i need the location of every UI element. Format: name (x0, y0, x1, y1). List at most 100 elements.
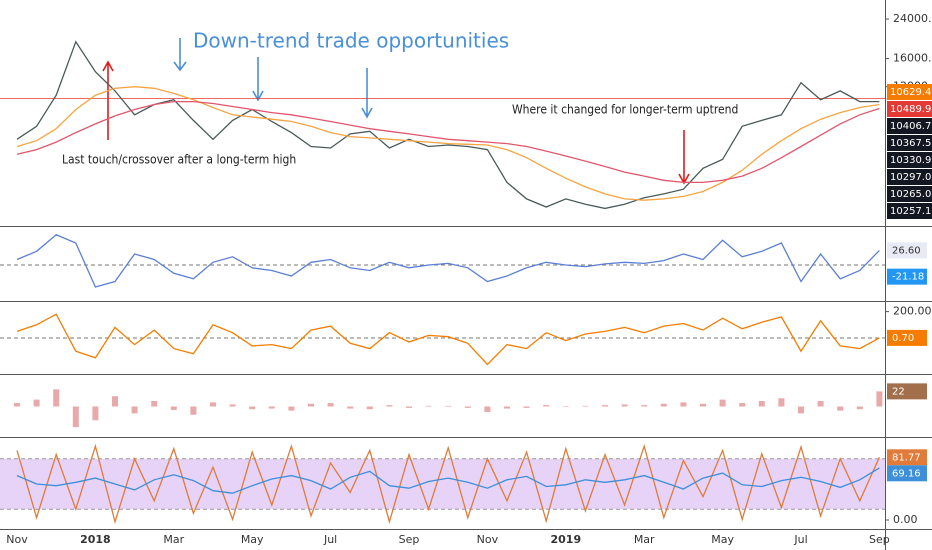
bar (210, 402, 216, 407)
bar (249, 406, 256, 410)
price-badge (887, 101, 932, 117)
bar (602, 405, 608, 407)
y-tick-label: 16000.00 (893, 52, 932, 65)
price-badge-label: 10406.76 (890, 121, 932, 132)
value-badge (887, 465, 927, 482)
bar (464, 406, 471, 408)
bar (386, 405, 393, 407)
price-badge (887, 152, 932, 168)
bar (406, 406, 412, 408)
value-badge-label: -21.18 (892, 272, 924, 283)
bar (700, 403, 706, 407)
x-tick-label: Jul (323, 533, 337, 546)
x-tick-label: Nov (477, 533, 499, 546)
value-badge (887, 242, 927, 259)
y-tick-label: 24000.00 (893, 12, 932, 25)
bar (837, 406, 844, 411)
bar (582, 405, 589, 407)
bar (445, 405, 452, 407)
bar (190, 406, 197, 415)
bar (856, 406, 863, 410)
x-tick-label: Mar (163, 533, 184, 546)
price-badge-label: 10489.98 (890, 104, 932, 115)
bar (523, 406, 530, 408)
price-badge-label: 10330.96 (890, 155, 932, 166)
bar (641, 405, 648, 407)
bar (268, 406, 275, 409)
bar (817, 401, 824, 407)
bar (778, 398, 785, 407)
x-tick-label: May (711, 533, 734, 546)
value-badge (887, 268, 927, 285)
bar (14, 403, 20, 407)
series-line (16, 234, 880, 288)
annotation: Down-trend trade opportunities (193, 29, 509, 53)
value-badge (887, 329, 927, 346)
price-badge (887, 203, 932, 219)
bar (876, 391, 883, 407)
annotation: Last touch/crossover after a long-term h… (62, 153, 296, 167)
bar (366, 406, 373, 410)
price-badge (887, 186, 932, 202)
bar (798, 406, 804, 414)
x-tick-label: 2018 (80, 533, 111, 546)
value-badge-label: 69.16 (892, 468, 921, 479)
price-badge (887, 135, 932, 151)
y-tick-label: 0.00 (893, 513, 918, 526)
bar (739, 403, 746, 407)
value-badge-label: 26.60 (892, 245, 921, 256)
price-badge-label: 10257.15 (890, 206, 932, 217)
bar (484, 406, 491, 412)
bar (660, 403, 667, 407)
price-badge-label: 10367.50 (890, 138, 932, 149)
bar (229, 404, 236, 407)
price-badge (887, 84, 932, 100)
series-line (16, 443, 880, 525)
value-badge (887, 449, 927, 466)
bar (53, 389, 60, 407)
x-tick-label: Sep (869, 533, 890, 546)
y-tick-label: 200.00 (893, 305, 932, 318)
price-badge-label: 10265.09 (890, 189, 932, 200)
bar (621, 404, 628, 407)
bar (308, 403, 314, 407)
value-badge (887, 383, 927, 400)
series-line (16, 467, 880, 494)
series-line (16, 313, 880, 366)
value-badge-label: 81.77 (892, 452, 921, 463)
annotation: Where it changed for longer-term uptrend (512, 103, 738, 117)
bar (562, 406, 569, 407)
bar (72, 406, 79, 428)
bar (33, 399, 40, 407)
bar (92, 406, 99, 421)
x-tick-label: Mar (634, 533, 655, 546)
bar (543, 405, 550, 407)
bar (719, 399, 726, 407)
series-line (16, 100, 880, 184)
bar (758, 401, 765, 407)
x-tick-label: Nov (6, 533, 28, 546)
x-tick-label: 2019 (550, 533, 581, 546)
bar (288, 406, 295, 411)
x-tick-label: Jul (793, 533, 807, 546)
price-badge (887, 118, 932, 134)
bar (151, 401, 158, 407)
bar (112, 396, 118, 407)
bar (347, 406, 354, 409)
value-badge-label: 0.70 (892, 333, 914, 344)
bar (131, 406, 138, 414)
bar (680, 402, 687, 407)
price-badge (887, 169, 932, 185)
series-line (16, 86, 880, 201)
bar (170, 406, 177, 410)
bar (425, 405, 432, 407)
bar (504, 406, 510, 409)
price-badge-label: 10629.48 (890, 87, 932, 98)
value-badge-label: 22 (892, 386, 905, 397)
x-tick-label: May (241, 533, 264, 546)
bar (327, 403, 334, 407)
price-badge-label: 10297.03 (890, 172, 932, 183)
arrows (102, 38, 690, 185)
